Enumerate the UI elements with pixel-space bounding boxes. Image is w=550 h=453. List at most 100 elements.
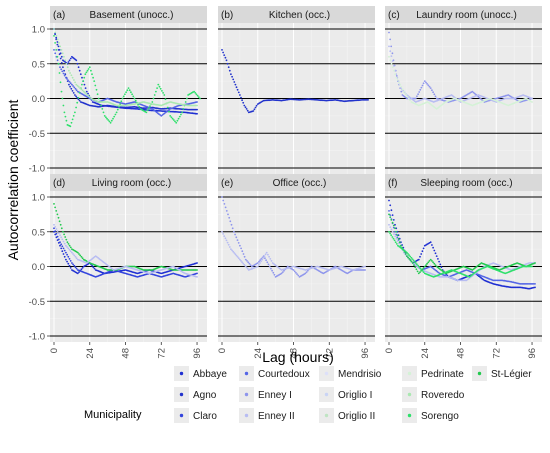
data-point (268, 255, 270, 258)
data-point (306, 269, 309, 272)
data-point (281, 271, 284, 273)
data-point (61, 245, 64, 248)
data-point (390, 209, 393, 212)
data-point (54, 206, 56, 209)
data-point (62, 230, 64, 233)
panel-title: Basement (unocc.) (90, 10, 174, 21)
data-point (408, 258, 411, 260)
data-point (63, 233, 65, 236)
data-point (72, 92, 75, 94)
data-point (419, 255, 421, 258)
data-point (59, 81, 62, 84)
data-point (244, 106, 247, 109)
data-point (273, 273, 276, 276)
panel-strip (385, 6, 542, 23)
data-point (59, 45, 62, 48)
data-point (389, 50, 392, 53)
data-point (395, 237, 398, 240)
data-point (396, 236, 399, 239)
data-point (237, 257, 240, 260)
data-point (243, 255, 246, 258)
data-point (57, 216, 60, 219)
data-point (411, 258, 414, 260)
data-point (87, 92, 89, 95)
data-point (55, 49, 58, 51)
data-point (127, 87, 130, 89)
data-point (221, 49, 223, 51)
data-point (56, 59, 59, 62)
data-point (421, 84, 424, 87)
panel-strip (218, 6, 375, 23)
data-point (74, 111, 76, 114)
data-point (224, 206, 227, 209)
data-point (122, 95, 125, 98)
data-point (241, 99, 244, 102)
data-point (105, 116, 107, 119)
legend-marker (179, 371, 184, 376)
data-point (72, 115, 75, 117)
data-point (391, 236, 394, 238)
data-point (65, 76, 67, 79)
data-point (66, 246, 68, 248)
data-point (69, 85, 71, 88)
data-point (66, 241, 69, 244)
data-point (59, 66, 61, 69)
data-point (255, 104, 258, 107)
data-point (388, 55, 390, 58)
data-point (197, 96, 200, 98)
data-point (388, 213, 390, 216)
data-point (64, 115, 67, 118)
data-point (83, 76, 86, 79)
data-point (70, 87, 73, 90)
data-point (236, 88, 239, 91)
data-point (106, 117, 108, 120)
data-point (78, 271, 80, 273)
data-point (367, 99, 369, 101)
data-point (414, 262, 417, 264)
data-point (53, 28, 55, 30)
data-point (240, 260, 242, 262)
data-point (234, 253, 237, 256)
data-point (232, 250, 235, 253)
panel-title: Living room (occ.) (92, 178, 171, 189)
data-point (221, 196, 223, 198)
data-point (225, 59, 228, 62)
legend-marker (179, 392, 184, 397)
data-point (426, 83, 428, 85)
data-point (53, 49, 55, 51)
panel-title: Sleeping room (occ.) (420, 178, 512, 189)
data-point (158, 85, 161, 88)
data-point (391, 52, 394, 55)
data-point (69, 82, 72, 85)
legend-marker (179, 413, 184, 418)
data-point (53, 223, 55, 226)
data-point (77, 98, 80, 101)
data-point (228, 69, 231, 72)
x-tick-label: 96 (527, 348, 538, 359)
panel-6: (f) Sleeping room (occ.) 0 24 48 72 96 (384, 174, 542, 359)
data-point (390, 62, 393, 65)
data-point (222, 199, 225, 202)
data-point (62, 66, 64, 69)
data-point (73, 79, 75, 81)
data-point (223, 235, 226, 238)
data-point (177, 117, 180, 120)
data-point (60, 55, 63, 58)
data-point (392, 224, 395, 227)
data-point (59, 234, 61, 237)
data-point (169, 115, 172, 117)
data-point (431, 260, 433, 262)
data-point (156, 87, 159, 89)
data-point (75, 59, 78, 62)
data-point (114, 113, 117, 116)
data-point (54, 33, 56, 36)
data-point (477, 95, 480, 98)
data-point (88, 66, 91, 69)
data-point (67, 79, 70, 82)
panel-title: Office (occ.) (273, 178, 327, 189)
data-point (390, 234, 393, 237)
data-point (270, 260, 273, 262)
data-point (406, 255, 408, 257)
data-point (246, 260, 248, 262)
data-point (92, 76, 94, 79)
